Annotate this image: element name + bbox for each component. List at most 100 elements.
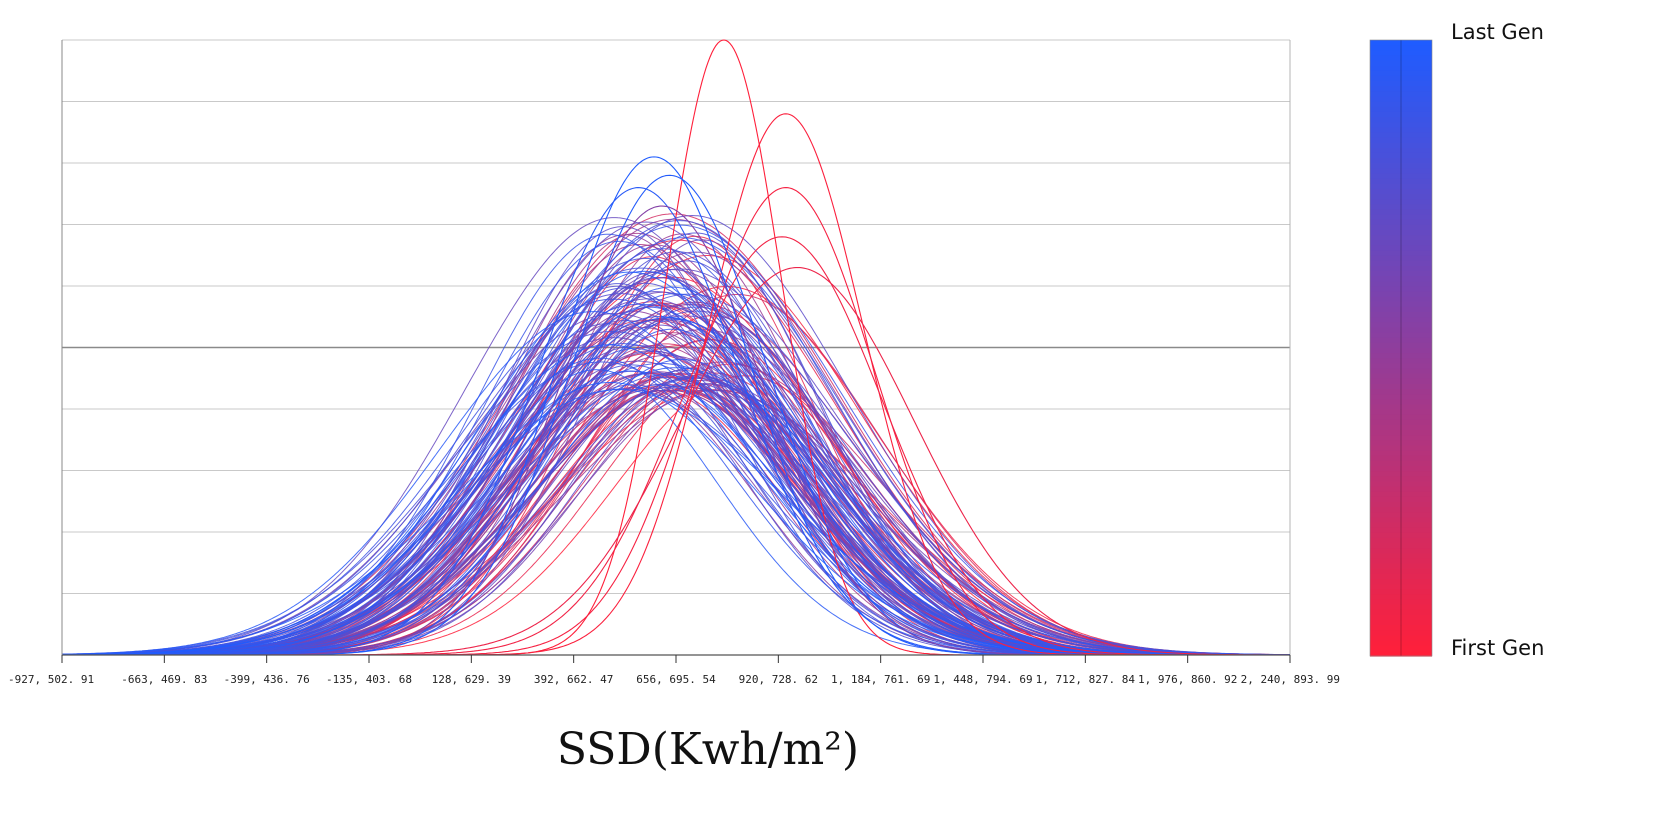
legend-swatch bbox=[1370, 45, 1432, 51]
distribution-curve bbox=[62, 235, 1290, 656]
legend-swatch bbox=[1370, 337, 1432, 344]
x-tick-label: -135, 403. 68 bbox=[326, 673, 412, 686]
legend-swatch bbox=[1370, 466, 1432, 472]
legend-swatch bbox=[1370, 178, 1432, 185]
legend-swatch bbox=[1370, 173, 1432, 180]
legend-swatch bbox=[1370, 450, 1432, 457]
legend-swatch bbox=[1370, 312, 1432, 318]
distribution-curve bbox=[62, 382, 1290, 656]
legend-swatch bbox=[1370, 296, 1432, 303]
legend-swatch bbox=[1370, 291, 1432, 298]
legend-swatch bbox=[1370, 609, 1432, 616]
legend-swatch bbox=[1370, 142, 1432, 149]
legend-swatch bbox=[1370, 630, 1432, 637]
legend-swatch bbox=[1370, 481, 1432, 488]
distribution-curve bbox=[62, 387, 1290, 656]
legend-swatch bbox=[1370, 368, 1432, 375]
legend-frame bbox=[1369, 39, 1433, 657]
x-tick-label: 1, 184, 761. 69 bbox=[831, 673, 930, 686]
legend-swatch bbox=[1370, 265, 1432, 272]
legend-swatch bbox=[1370, 96, 1432, 103]
legend-swatch bbox=[1370, 435, 1432, 441]
legend-swatch bbox=[1370, 70, 1432, 77]
legend-swatch bbox=[1370, 306, 1432, 313]
legend-swatch bbox=[1370, 399, 1432, 406]
distribution-curve bbox=[62, 375, 1290, 656]
legend-swatch bbox=[1370, 219, 1432, 226]
distribution-curve bbox=[61, 293, 1290, 656]
distribution-curve bbox=[62, 318, 1290, 656]
legend-swatch bbox=[1370, 168, 1432, 175]
distribution-curve bbox=[62, 377, 1290, 656]
highlight-curve bbox=[62, 187, 1290, 656]
legend-swatch bbox=[1370, 348, 1432, 354]
x-axis-ticks: -927, 502. 91 -663, 469. 83 -399, 436. 76 -… bbox=[8, 655, 1340, 686]
distribution-curve bbox=[62, 375, 1290, 656]
distribution-curve bbox=[62, 373, 1290, 656]
legend-swatch bbox=[1370, 563, 1432, 570]
distribution-curve bbox=[62, 271, 1290, 656]
distribution-curve bbox=[62, 224, 1290, 656]
distribution-curve bbox=[62, 317, 1290, 656]
legend-swatch bbox=[1370, 476, 1432, 483]
legend-swatch bbox=[1370, 224, 1432, 231]
legend-swatch bbox=[1370, 127, 1432, 133]
distribution-curve bbox=[62, 377, 1290, 656]
legend-swatch bbox=[1370, 430, 1432, 436]
legend-swatch bbox=[1370, 553, 1432, 560]
legend-swatch bbox=[1370, 322, 1432, 329]
legend-swatch bbox=[1370, 65, 1432, 72]
distribution-curve bbox=[62, 367, 1290, 656]
legend-swatch bbox=[1370, 152, 1432, 159]
distribution-curve bbox=[62, 317, 1290, 656]
x-tick-label: 1, 448, 794. 69 bbox=[933, 673, 1032, 686]
legend-swatch bbox=[1370, 527, 1432, 534]
distribution-curve bbox=[62, 291, 1290, 656]
x-axis-title: SSD(Kwh/m²) bbox=[557, 724, 859, 775]
legend-swatch bbox=[1370, 332, 1432, 339]
distribution-curve bbox=[62, 387, 1290, 656]
legend-swatch bbox=[1370, 409, 1432, 416]
legend-swatch bbox=[1370, 496, 1432, 503]
legend-swatch bbox=[1370, 502, 1432, 508]
legend-swatch bbox=[1370, 50, 1432, 56]
legend-swatch bbox=[1370, 404, 1432, 411]
legend-swatch bbox=[1370, 537, 1432, 544]
distribution-curve bbox=[62, 382, 1290, 656]
legend-swatch bbox=[1370, 486, 1432, 493]
distribution-curve bbox=[62, 364, 1290, 656]
legend-swatch bbox=[1370, 75, 1432, 82]
x-tick-label: 1, 712, 827. 84 bbox=[1036, 673, 1136, 686]
legend-swatch bbox=[1370, 81, 1432, 87]
legend-swatch bbox=[1370, 548, 1432, 554]
legend-swatch bbox=[1370, 255, 1432, 262]
x-tick-label: 656, 695. 54 bbox=[636, 673, 716, 686]
legend-bottom-label: First Gen bbox=[1451, 636, 1544, 660]
legend-swatch bbox=[1370, 40, 1432, 46]
legend-swatch bbox=[1370, 491, 1432, 498]
legend-swatch bbox=[1370, 558, 1432, 565]
legend-swatch bbox=[1370, 394, 1432, 400]
x-tick-label: -927, 502. 91 bbox=[8, 673, 94, 686]
legend-swatch bbox=[1370, 460, 1432, 467]
legend-swatch bbox=[1370, 317, 1432, 323]
distribution-curve bbox=[62, 388, 1290, 656]
legend-swatch bbox=[1370, 532, 1432, 539]
legend-swatch bbox=[1370, 512, 1432, 518]
distribution-curve bbox=[62, 383, 1290, 656]
distribution-curve bbox=[62, 287, 1290, 656]
legend-swatch bbox=[1370, 327, 1432, 334]
legend-swatch bbox=[1370, 286, 1432, 293]
legend-swatch bbox=[1370, 117, 1432, 123]
distribution-curve bbox=[62, 240, 1290, 656]
x-tick-label: 2, 240, 893. 99 bbox=[1241, 673, 1340, 686]
legend-swatch bbox=[1370, 378, 1432, 385]
legend-swatch bbox=[1370, 620, 1432, 626]
distribution-curve bbox=[62, 232, 1290, 656]
distribution-curve bbox=[62, 374, 1290, 656]
legend-swatch bbox=[1370, 229, 1432, 236]
legend-swatch bbox=[1370, 543, 1432, 549]
color-legend: Last Gen First Gen bbox=[1369, 20, 1544, 660]
distribution-curve bbox=[62, 357, 1290, 656]
x-tick-label: 128, 629. 39 bbox=[432, 673, 511, 686]
